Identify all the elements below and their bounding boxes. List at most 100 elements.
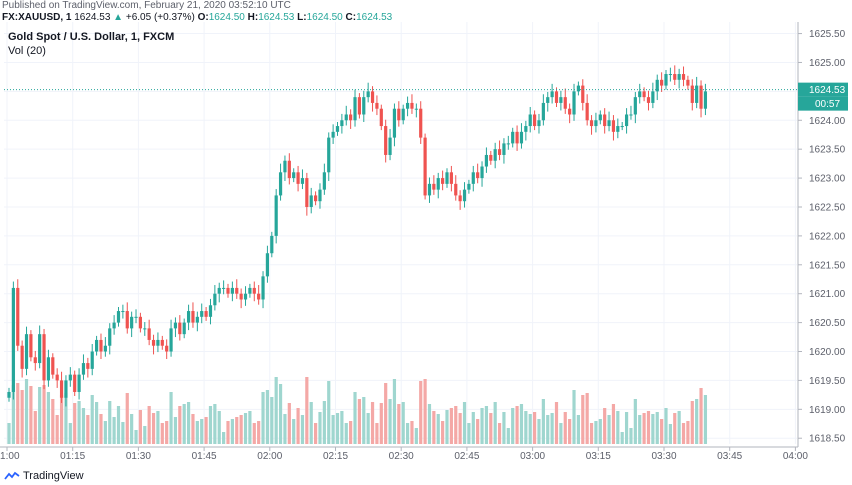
candle-body — [24, 334, 29, 369]
candle-body — [493, 149, 497, 161]
volume-bar — [186, 402, 191, 444]
volume-bar — [664, 408, 668, 444]
candle-body — [108, 328, 112, 346]
volume-bar — [125, 393, 129, 444]
candle-body — [651, 91, 655, 103]
candle-body — [270, 235, 274, 254]
volume-bar — [208, 406, 213, 444]
candle-body — [51, 357, 55, 375]
volume-bar — [7, 423, 11, 444]
candle-body — [138, 316, 142, 329]
candle-body — [265, 253, 270, 277]
volume-bar — [239, 415, 243, 444]
volume-bar — [59, 395, 64, 444]
countdown-tag — [798, 96, 848, 111]
volume-bar — [449, 408, 453, 444]
candle-body — [235, 287, 239, 294]
candle-body — [349, 114, 353, 121]
volume-bar — [160, 423, 164, 444]
y-tick-label: 1622.00 — [809, 231, 846, 242]
candle-body — [436, 178, 440, 190]
tradingview-logo-icon — [4, 471, 20, 481]
y-tick-label: 1620.50 — [809, 318, 846, 329]
candle-body — [121, 311, 125, 313]
volume-bar — [138, 410, 142, 444]
candle-body — [375, 102, 379, 109]
candle-body — [305, 178, 309, 207]
change-arrow-icon: ▲ — [113, 12, 124, 23]
candle-body — [160, 339, 164, 346]
volume-bar — [38, 387, 42, 444]
candle-body — [222, 287, 226, 289]
candle-body — [156, 339, 160, 346]
candle-body — [366, 91, 370, 98]
volume-bar — [24, 379, 29, 444]
candle-body — [703, 91, 708, 109]
candle-body — [208, 305, 213, 317]
footer-brand[interactable]: TradingView — [4, 470, 84, 482]
volume-bar — [151, 413, 156, 444]
volume-bar — [572, 390, 576, 444]
volume-bar — [322, 401, 326, 444]
candle-body — [353, 97, 357, 121]
volume-bar — [121, 422, 125, 444]
volume-bar — [427, 404, 432, 444]
candle-body — [7, 391, 11, 398]
candle-body — [449, 172, 453, 184]
x-tick-label: 03:15 — [586, 451, 611, 462]
candle-body — [589, 120, 594, 127]
volume-bar — [546, 415, 550, 444]
volume-bar — [454, 406, 458, 444]
candle-body — [629, 114, 633, 116]
x-tick-label: 01:00 — [0, 451, 20, 462]
volume-bar — [81, 408, 86, 444]
candle-body — [125, 311, 129, 329]
candle-body — [173, 322, 178, 329]
candle-body — [287, 160, 291, 179]
y-tick-label: 1618.50 — [809, 434, 846, 445]
candle-body — [607, 120, 611, 127]
candle-body — [603, 114, 607, 127]
candle-body — [309, 195, 313, 207]
candle-body — [432, 183, 436, 190]
candle-body — [585, 102, 589, 121]
volume-bars — [7, 377, 708, 444]
volume-bar — [642, 413, 646, 444]
chart-axes: 1618.50 1619.00 1619.50 1620.00 1620.50 1621.… — [0, 22, 848, 462]
volume-bar — [335, 413, 340, 444]
volume-bar — [603, 408, 607, 444]
volume-bar — [405, 423, 410, 444]
candle-body — [213, 293, 217, 306]
volume-bar — [471, 412, 475, 444]
candle-body — [73, 374, 77, 392]
volume-bar — [46, 392, 51, 444]
candle-body — [217, 287, 221, 294]
volume-bar — [493, 402, 497, 444]
volume-bar — [506, 428, 510, 444]
countdown-label: 00:57 — [815, 99, 840, 110]
candle-body — [191, 311, 195, 323]
candle-body — [33, 357, 37, 364]
x-tick-label: 02:00 — [257, 451, 282, 462]
volume-bar — [112, 417, 116, 444]
volume-bar — [489, 413, 493, 444]
volume-bar — [677, 411, 681, 444]
volume-bar — [703, 395, 708, 444]
candle-body — [502, 143, 506, 155]
symbol-legend: FX:XAUUSD, 1 1624.53 ▲ +6.05 (+0.37%) O:… — [2, 12, 392, 23]
volume-bar — [147, 406, 151, 444]
volume-indicator-label[interactable]: Vol (20) — [8, 45, 46, 57]
high-value: 1624.53 — [258, 12, 295, 23]
volume-bar — [541, 399, 545, 444]
symbol-name[interactable]: FX:XAUUSD, 1 — [2, 12, 72, 23]
candle-body — [292, 172, 296, 179]
y-tick-label: 1623.50 — [809, 145, 846, 156]
volume-bar — [103, 421, 107, 444]
volume-bar — [655, 412, 659, 444]
candle-body — [81, 363, 86, 375]
volume-bar — [379, 403, 383, 444]
low-value: 1624.50 — [306, 12, 343, 23]
candle-body — [419, 108, 423, 138]
candle-body — [204, 311, 208, 317]
